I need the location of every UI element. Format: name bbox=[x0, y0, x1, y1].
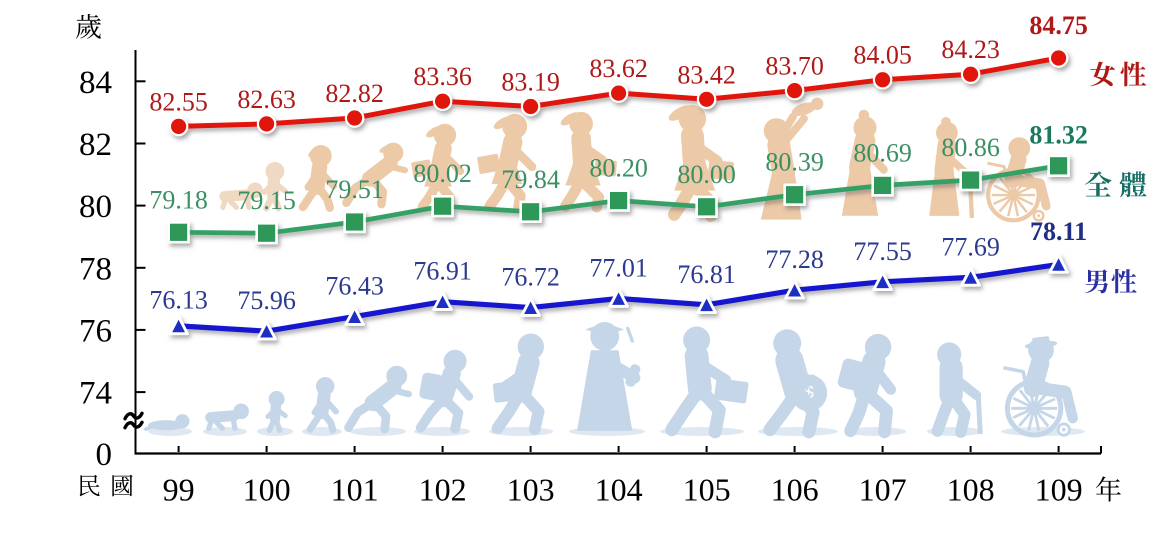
svg-text:102: 102 bbox=[419, 472, 467, 508]
svg-text:101: 101 bbox=[331, 472, 379, 508]
svg-text:$: $ bbox=[804, 382, 814, 402]
svg-text:76.72: 76.72 bbox=[501, 263, 560, 292]
svg-text:109: 109 bbox=[1035, 472, 1083, 508]
svg-text:83.62: 83.62 bbox=[589, 54, 648, 83]
svg-text:81.32: 81.32 bbox=[1029, 120, 1088, 149]
svg-text:80.20: 80.20 bbox=[589, 154, 648, 183]
svg-text:80: 80 bbox=[79, 189, 112, 225]
svg-text:105: 105 bbox=[683, 472, 731, 508]
svg-text:80.00: 80.00 bbox=[677, 160, 736, 189]
svg-text:82.63: 82.63 bbox=[237, 85, 296, 114]
svg-text:76.91: 76.91 bbox=[413, 257, 472, 286]
svg-text:82: 82 bbox=[79, 127, 112, 163]
svg-text:79.15: 79.15 bbox=[237, 186, 296, 215]
svg-text:80.39: 80.39 bbox=[765, 148, 824, 177]
svg-text:84.23: 84.23 bbox=[941, 35, 1000, 64]
svg-text:78: 78 bbox=[79, 251, 112, 287]
svg-text:79.18: 79.18 bbox=[149, 185, 208, 214]
svg-text:83.36: 83.36 bbox=[413, 62, 472, 91]
svg-text:82.55: 82.55 bbox=[149, 87, 208, 116]
svg-text:80.69: 80.69 bbox=[853, 138, 912, 167]
svg-text:76.43: 76.43 bbox=[325, 272, 384, 301]
svg-text:108: 108 bbox=[947, 472, 995, 508]
svg-text:103: 103 bbox=[507, 472, 555, 508]
svg-text:79.84: 79.84 bbox=[501, 165, 560, 194]
svg-text:83.42: 83.42 bbox=[677, 60, 736, 89]
svg-text:77.55: 77.55 bbox=[853, 237, 912, 266]
svg-text:100: 100 bbox=[243, 472, 291, 508]
svg-text:82.82: 82.82 bbox=[325, 79, 384, 108]
svg-text:106: 106 bbox=[771, 472, 819, 508]
svg-text:83.19: 83.19 bbox=[501, 68, 560, 97]
svg-text:0: 0 bbox=[96, 437, 113, 473]
svg-text:99: 99 bbox=[163, 472, 195, 508]
svg-text:77.28: 77.28 bbox=[765, 245, 824, 274]
svg-text:76.13: 76.13 bbox=[149, 285, 208, 314]
svg-text:77.01: 77.01 bbox=[589, 254, 648, 283]
svg-text:76: 76 bbox=[79, 313, 112, 349]
svg-text:80.86: 80.86 bbox=[941, 133, 1000, 162]
svg-text:80.02: 80.02 bbox=[413, 159, 472, 188]
svg-text:77.69: 77.69 bbox=[941, 232, 1000, 261]
svg-text:107: 107 bbox=[859, 472, 907, 508]
svg-text:76.81: 76.81 bbox=[677, 260, 736, 289]
svg-text:79.51: 79.51 bbox=[325, 175, 384, 204]
svg-text:78.11: 78.11 bbox=[1030, 217, 1087, 246]
svg-text:84.75: 84.75 bbox=[1029, 11, 1088, 40]
svg-text:84: 84 bbox=[79, 65, 112, 101]
svg-text:75.96: 75.96 bbox=[237, 286, 296, 315]
svg-text:104: 104 bbox=[595, 472, 643, 508]
svg-text:84.05: 84.05 bbox=[853, 41, 912, 70]
svg-text:74: 74 bbox=[79, 376, 112, 412]
svg-text:83.70: 83.70 bbox=[765, 52, 824, 81]
